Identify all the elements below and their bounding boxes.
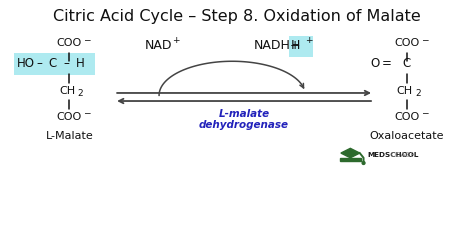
Text: 2: 2 [415, 89, 421, 99]
Text: COO: COO [57, 112, 82, 122]
Text: Oxaloacetate: Oxaloacetate [370, 131, 444, 141]
Text: C: C [49, 57, 57, 70]
Polygon shape [340, 158, 361, 161]
Text: +: + [305, 36, 313, 45]
FancyBboxPatch shape [14, 53, 95, 74]
Text: CH: CH [59, 86, 75, 96]
Text: H: H [291, 39, 300, 52]
Text: Citric Acid Cycle – Step 8. Oxidation of Malate: Citric Acid Cycle – Step 8. Oxidation of… [53, 9, 421, 24]
Text: NADH+: NADH+ [254, 39, 301, 52]
Text: L-malate
dehydrogenase: L-malate dehydrogenase [199, 109, 289, 130]
Text: L-Malate: L-Malate [46, 131, 93, 141]
Text: −: − [421, 35, 428, 44]
Text: NAD: NAD [145, 39, 173, 52]
Text: MEDSCHOOL: MEDSCHOOL [368, 152, 419, 159]
Text: COO: COO [57, 38, 82, 48]
Text: H: H [76, 57, 84, 70]
Text: +: + [172, 36, 179, 45]
Text: COO: COO [394, 38, 419, 48]
Text: −: − [421, 108, 428, 117]
Text: –: – [36, 57, 42, 70]
Text: HO: HO [17, 57, 35, 70]
Text: COACH: COACH [391, 152, 417, 159]
Text: COO: COO [394, 112, 419, 122]
Text: 2: 2 [78, 89, 83, 99]
Text: =: = [382, 57, 392, 70]
Text: C: C [403, 57, 411, 70]
Circle shape [362, 162, 365, 164]
Text: –: – [64, 57, 70, 70]
FancyBboxPatch shape [290, 36, 313, 57]
Text: −: − [83, 108, 91, 117]
Text: O: O [371, 57, 380, 70]
Text: −: − [83, 35, 91, 44]
Polygon shape [341, 148, 360, 158]
Text: CH: CH [397, 86, 413, 96]
